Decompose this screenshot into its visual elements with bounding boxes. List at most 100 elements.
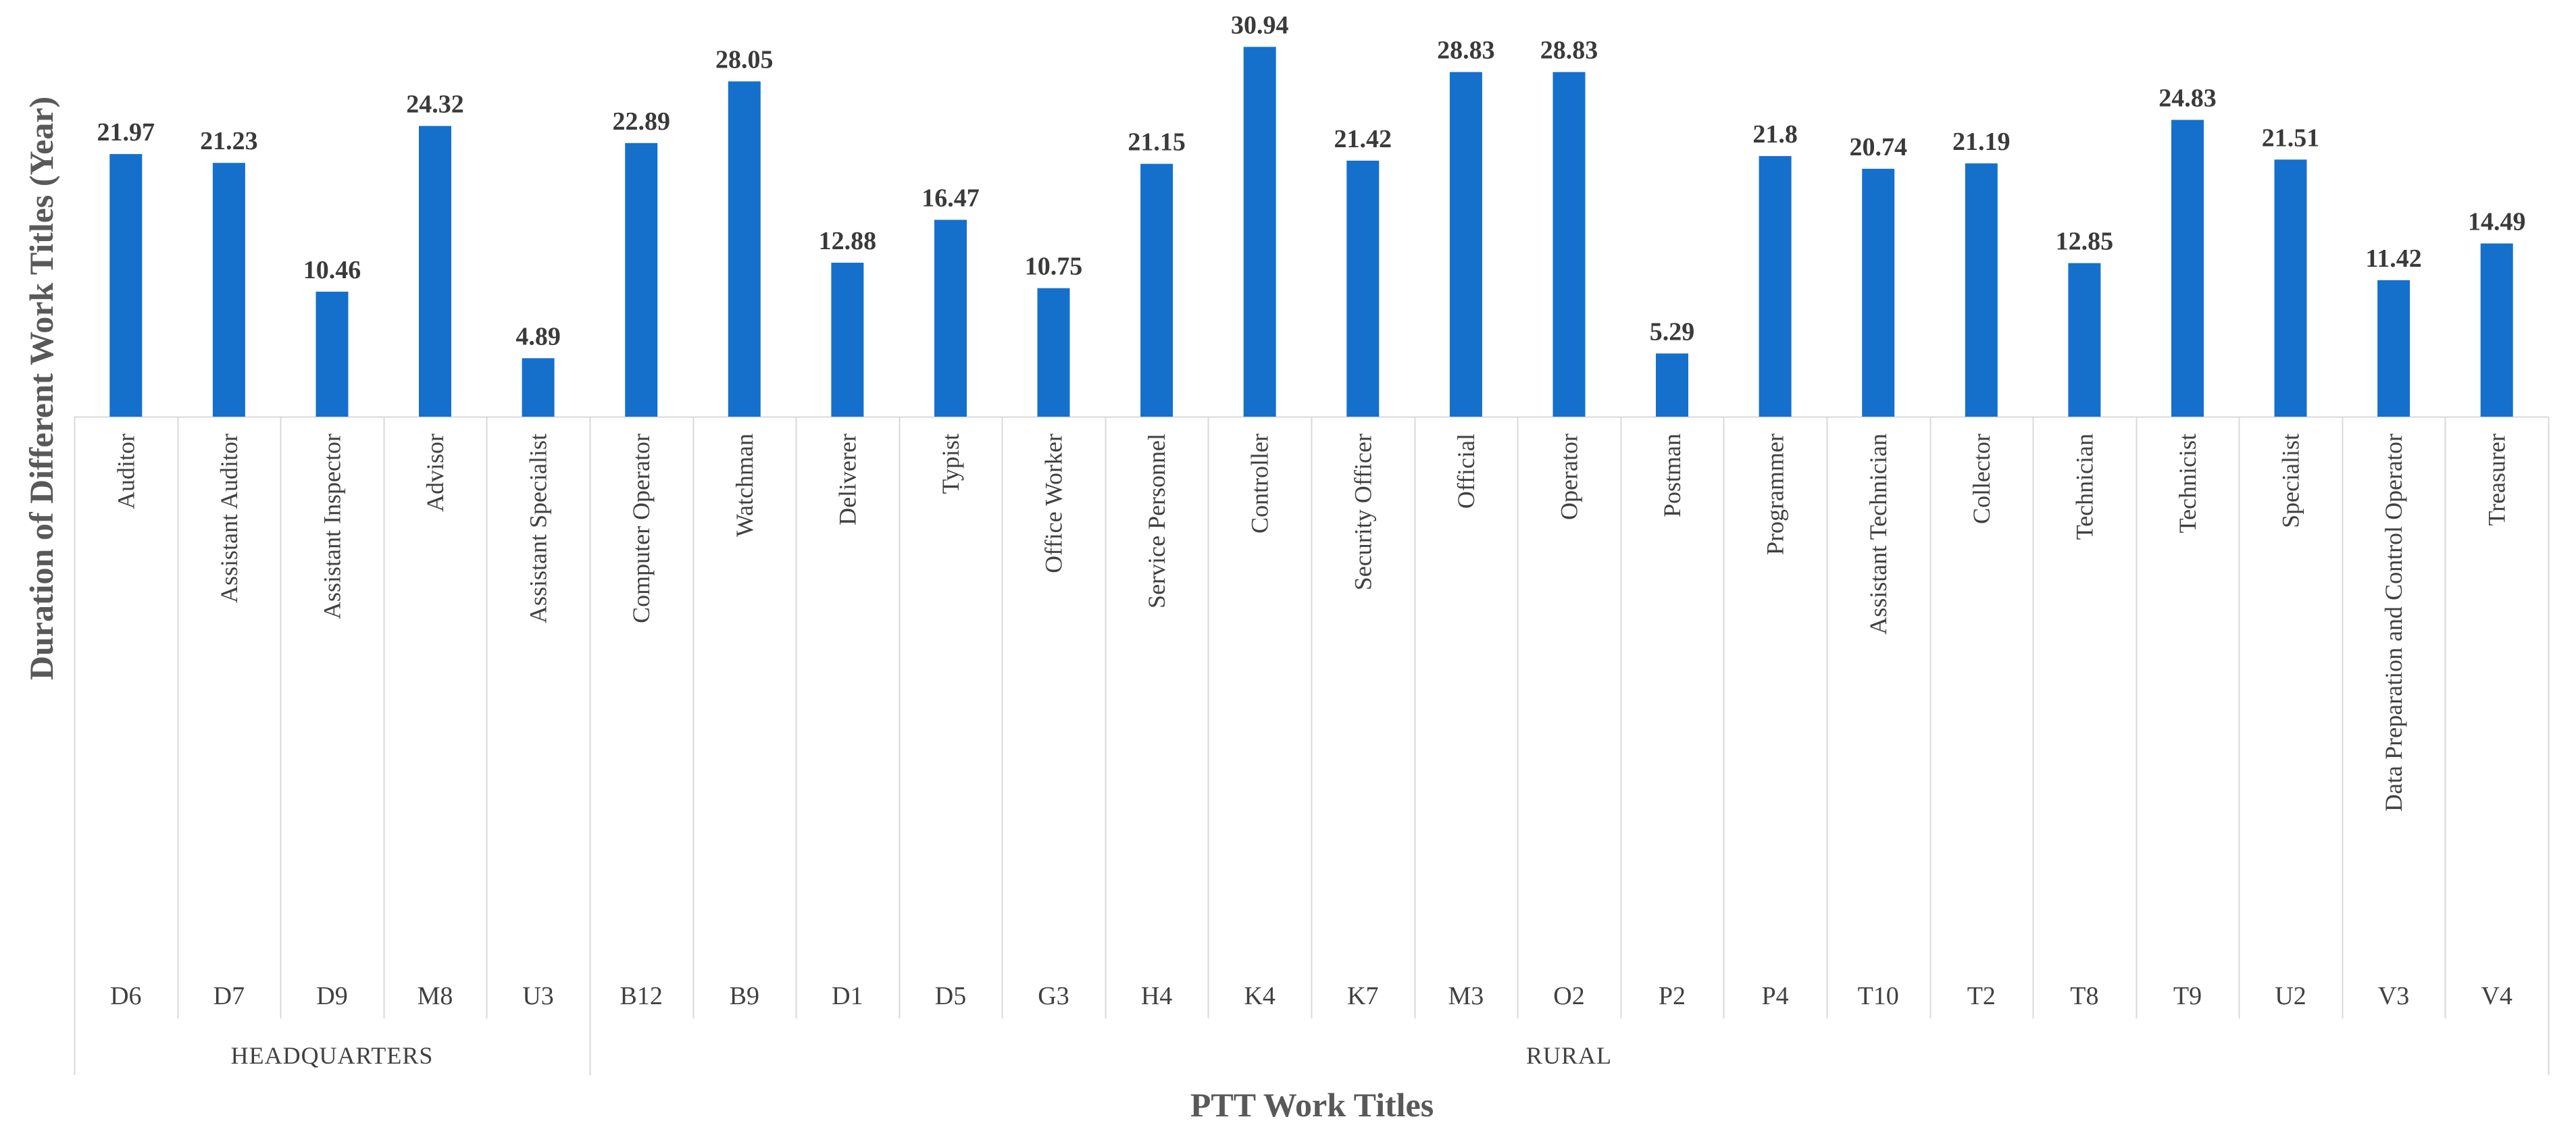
bar-d1 [831,263,864,417]
bars [109,47,2513,417]
value-label: 21.8 [1752,120,1798,149]
work-title-label: Assistant Inspector [319,434,346,619]
work-code-label: G3 [1038,982,1069,1010]
bar-o2 [1552,72,1586,417]
work-title-label: Programmer [1762,434,1789,555]
value-label: 22.89 [612,107,670,136]
bar-p2 [1656,353,1688,417]
value-label: 21.19 [1952,128,2011,156]
work-code-label: D1 [832,982,863,1010]
work-code-label: U3 [522,982,553,1010]
bar-v4 [2480,243,2513,417]
value-label: 12.88 [819,227,877,255]
bar-u2 [2274,159,2307,417]
work-code-label: B9 [730,982,759,1010]
value-label: 30.94 [1231,11,1289,39]
group-label: HEADQUARTERS [231,1042,434,1069]
x-axis-title: PTT Work Titles [1190,1086,1434,1124]
work-code-label: O2 [1553,982,1584,1010]
y-axis-title: Duration of Different Work Titles (Year) [22,97,60,680]
work-title-label: Technician [2071,434,2098,540]
work-title-label: Controller [1246,434,1273,534]
value-label: 10.46 [303,256,361,284]
work-code-label: T2 [1967,982,1996,1010]
bar-b9 [728,81,761,417]
work-code-label: B12 [620,982,663,1010]
value-label: 11.42 [2365,244,2421,273]
work-title-label: Deliverer [834,434,861,525]
work-title-label: Technicist [2174,434,2201,533]
work-code-label: K4 [1244,982,1275,1010]
bar-d9 [315,291,349,417]
work-code-label: M8 [418,982,453,1010]
value-label: 28.83 [1437,36,1495,65]
work-title-label: Operator [1556,434,1583,520]
group-label: RURAL [1526,1042,1612,1069]
value-label: 10.75 [1025,253,1083,281]
work-code-label: D5 [935,982,966,1010]
bar-d7 [212,163,245,417]
group-labels: HEADQUARTERS RURAL [231,1042,1612,1069]
bar-t9 [2171,120,2204,417]
value-label: 21.51 [2262,124,2320,152]
work-code-label: T9 [2173,982,2202,1010]
bar-v3 [2377,280,2410,417]
work-code-label: D7 [213,982,245,1010]
bar-h4 [1140,163,1173,417]
work-title-label: Collector [1968,434,1995,524]
work-code-label: V4 [2481,982,2512,1010]
bar-t10 [1862,168,1895,417]
work-title-label: Treasurer [2483,434,2510,526]
category-separators [74,416,2550,1075]
work-code-label: H4 [1141,982,1172,1010]
work-title-label: Official [1453,434,1480,509]
value-label: 28.83 [1540,36,1598,65]
bar-k7 [1346,160,1380,417]
work-title-label: Computer Operator [628,434,655,623]
bar-p4 [1759,156,1792,417]
bar-b12 [625,142,658,417]
work-code-label: K7 [1347,982,1378,1010]
work-title-label: Specialist [2277,434,2304,528]
work-code-label: V3 [2378,982,2409,1010]
value-labels: 21.97 21.23 10.46 24.32 4.89 22.89 28.05 12.88 1… [97,11,2526,350]
value-label: 4.89 [515,322,561,350]
work-title-label: Service Personnel [1143,434,1170,608]
work-title-label: Auditor [112,434,139,509]
work-title-labels: Auditor Assistant Auditor Assistant Inspec… [112,434,2510,812]
bar-g3 [1037,288,1070,417]
value-label: 21.97 [97,118,155,147]
work-title-label: Security Officer [1349,434,1376,590]
work-title-label: Advisor [422,434,449,512]
work-code-label: D6 [110,982,141,1010]
work-code-label: T10 [1858,982,1899,1010]
work-title-label: Postman [1659,434,1686,517]
value-label: 12.85 [2056,228,2114,256]
value-label: 28.05 [715,46,774,74]
value-label: 20.74 [1849,133,1907,161]
value-label: 21.42 [1334,125,1392,153]
work-code-label: U2 [2275,982,2306,1010]
work-code-label: T8 [2070,982,2098,1010]
bar-d6 [109,154,143,417]
bar-m3 [1449,72,1482,417]
bar-t2 [1965,163,1998,417]
work-title-label: Office Worker [1040,434,1067,573]
bar-k4 [1243,47,1276,417]
work-code-label: P2 [1659,982,1686,1010]
value-label: 21.23 [200,127,258,155]
work-code-label: M3 [1448,982,1484,1010]
value-label: 16.47 [921,184,980,213]
work-code-label: P4 [1762,982,1789,1010]
bar-u3 [522,358,555,417]
value-label: 14.49 [2468,208,2526,236]
work-title-label: Assistant Specialist [525,434,552,623]
work-code-label: D9 [316,982,347,1010]
value-label: 5.29 [1650,317,1695,346]
bar-d5 [934,219,967,417]
work-title-label: Data Preparation and Control Operator [2380,434,2407,812]
work-title-label: Assistant Auditor [216,434,243,603]
work-title-label: Typist [937,434,964,494]
work-title-label: Assistant Technician [1865,434,1892,635]
